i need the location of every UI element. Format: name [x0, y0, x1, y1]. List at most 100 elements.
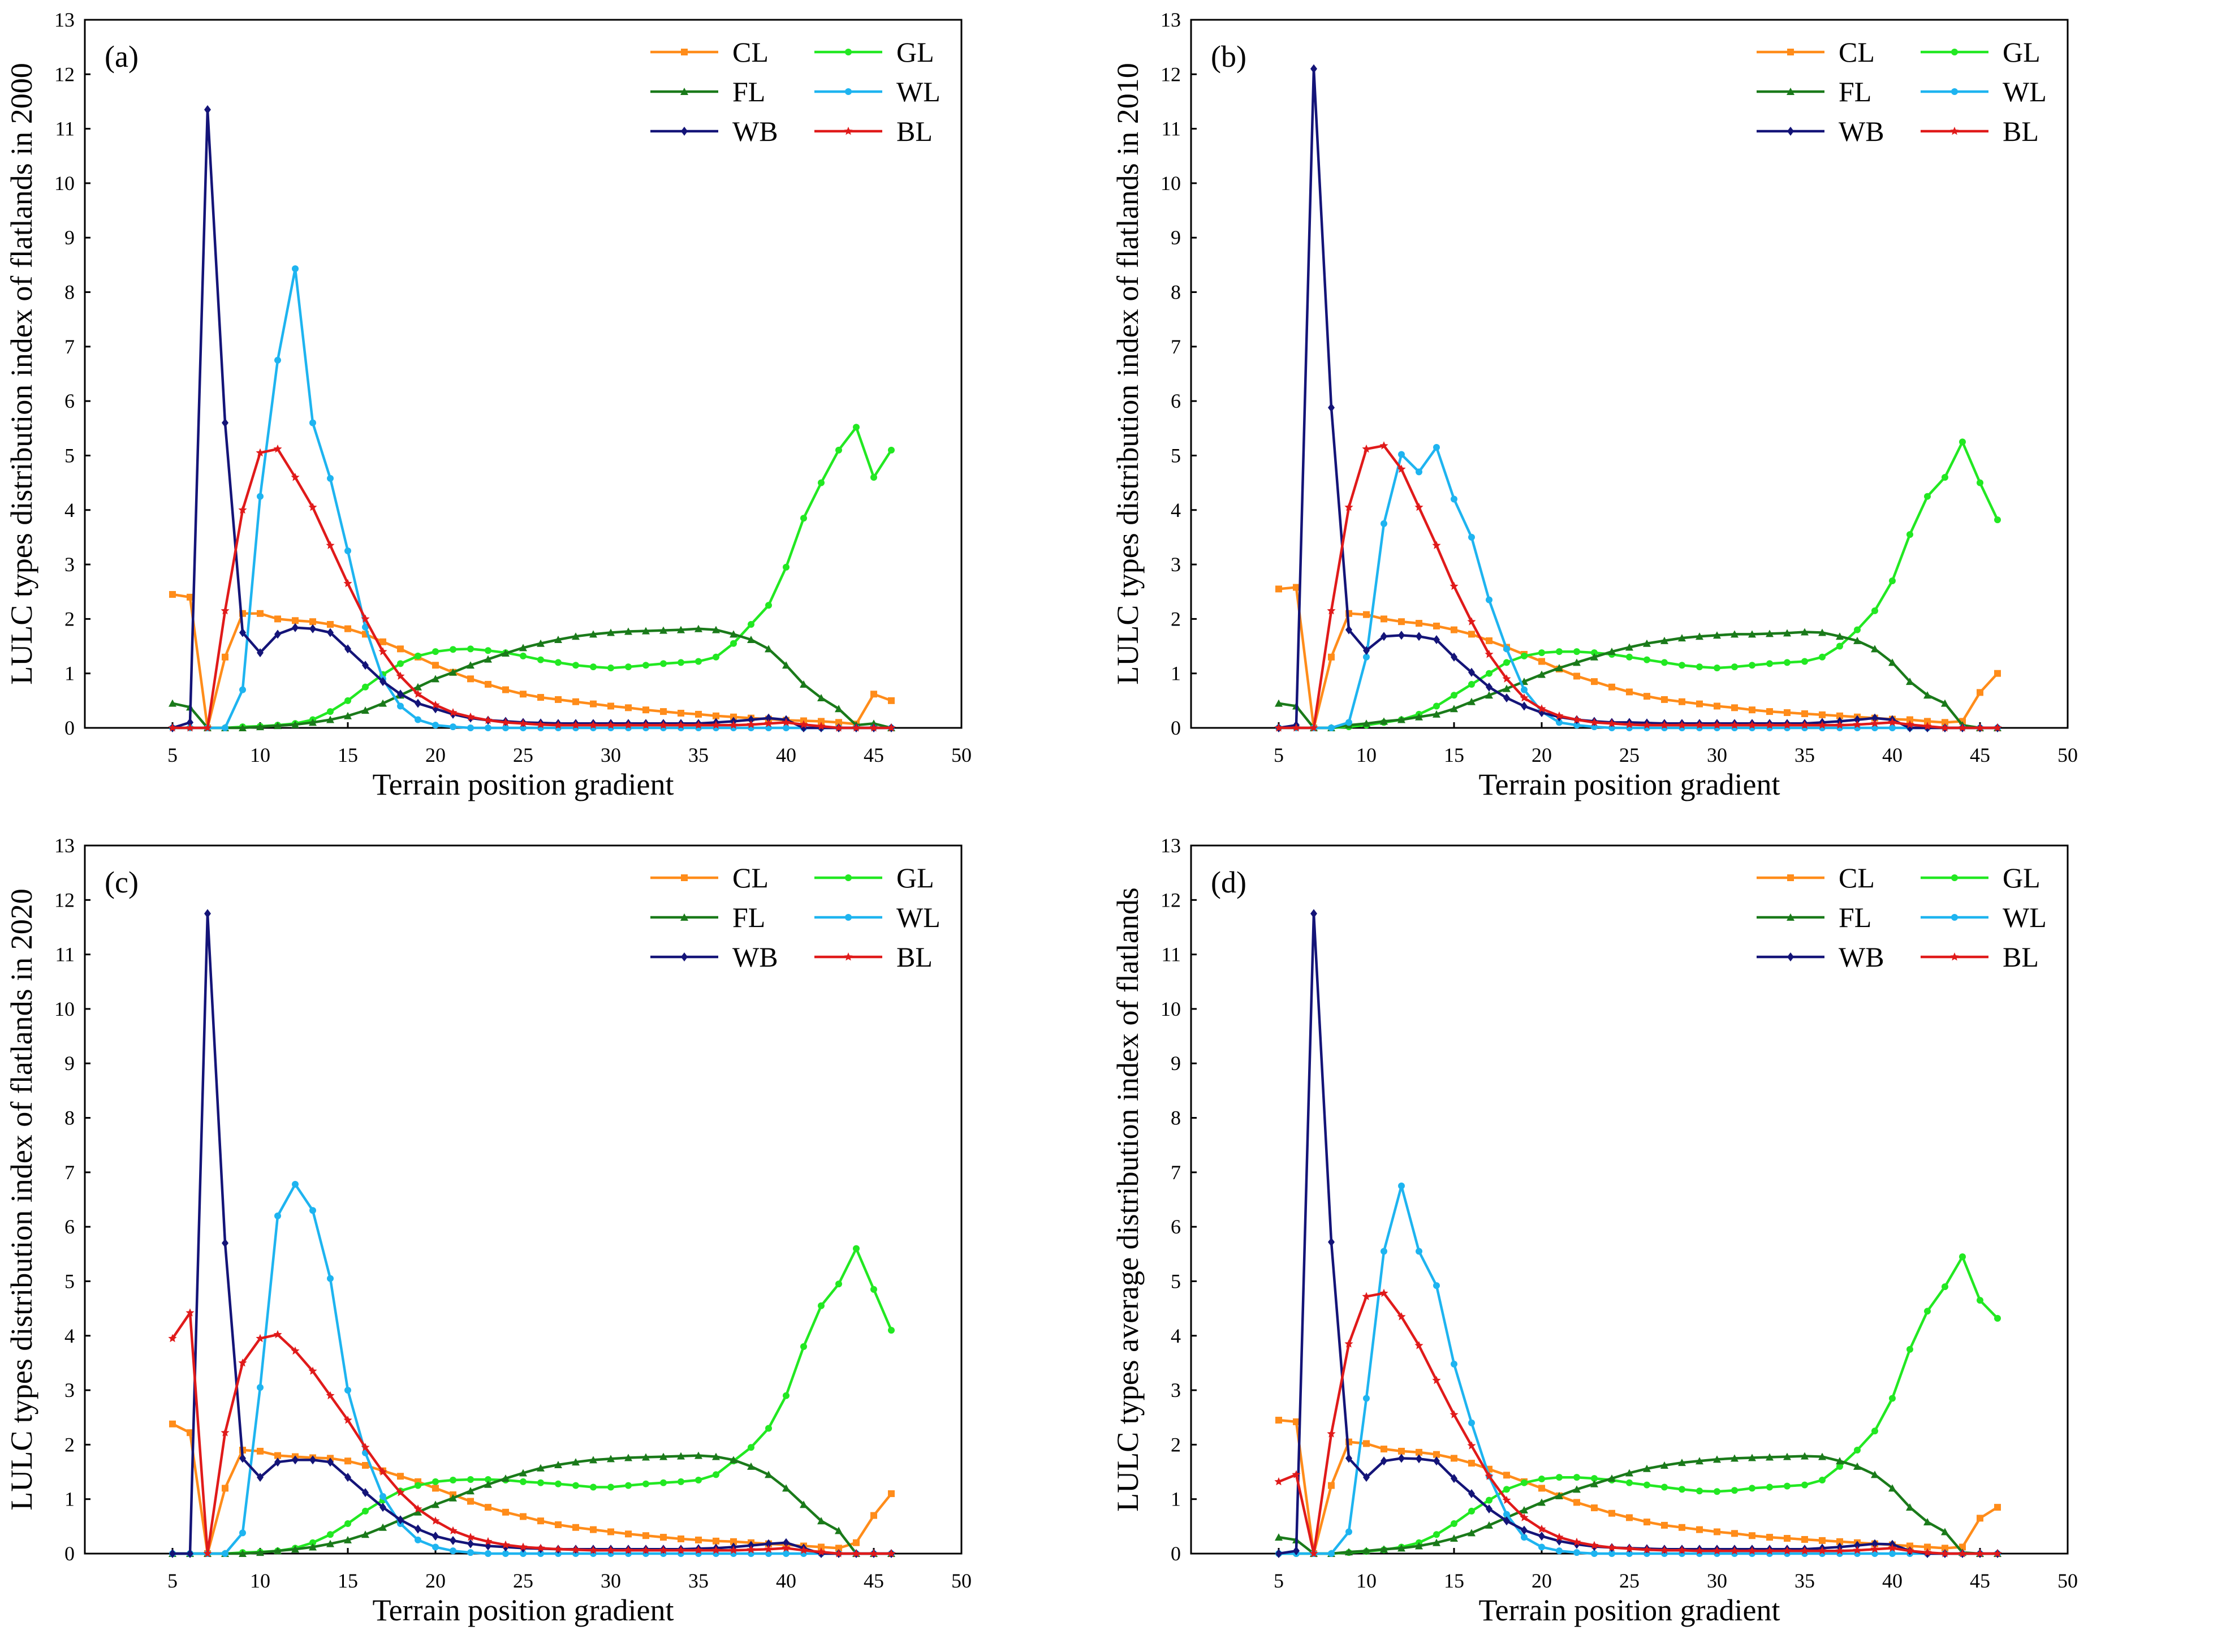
data-point-cl [590, 700, 597, 708]
data-point-bl [238, 505, 247, 514]
data-point-cl [274, 1452, 281, 1459]
data-point-bl [413, 1504, 422, 1513]
data-point-cl [1538, 658, 1545, 665]
data-point-wl [1398, 451, 1405, 458]
data-point-gl [888, 446, 895, 454]
x-tick-label: 30 [601, 1569, 621, 1592]
legend-marker [681, 952, 688, 961]
data-point-gl [800, 515, 807, 522]
data-point-bl [554, 721, 563, 729]
data-point-gl [1696, 663, 1703, 671]
data-point-fl [607, 628, 615, 636]
data-point-gl [870, 1286, 877, 1293]
data-point-gl [1749, 662, 1755, 669]
data-point-bl [1379, 1288, 1388, 1297]
data-point-bl [1695, 1546, 1704, 1555]
data-point-gl [678, 659, 684, 666]
data-point-bl [887, 1549, 896, 1558]
data-point-gl [1819, 653, 1826, 661]
y-tick-label: 8 [64, 281, 75, 304]
data-point-cl [1591, 1504, 1598, 1512]
data-point-fl [1573, 658, 1581, 666]
data-point-wb [204, 105, 211, 114]
y-tick-label: 1 [1171, 1488, 1181, 1511]
data-point-gl [1468, 680, 1475, 688]
data-point-fl [344, 1535, 352, 1543]
data-point-wb [1871, 1539, 1878, 1549]
data-point-wl [450, 723, 456, 731]
y-tick-label: 3 [64, 1379, 75, 1401]
x-tick-label: 15 [1444, 1569, 1464, 1592]
y-tick-label: 0 [64, 717, 75, 739]
data-point-cl [1381, 1446, 1387, 1453]
data-point-gl [590, 663, 597, 671]
data-point-gl [853, 1245, 860, 1252]
data-point-fl [1836, 1457, 1844, 1465]
data-point-cl [1994, 1504, 2001, 1511]
x-axis-title: Terrain position gradient [372, 767, 674, 801]
data-point-gl [1749, 1485, 1755, 1492]
data-point-bl [1292, 1470, 1301, 1478]
data-point-cl [870, 1512, 877, 1519]
data-point-bl [1888, 718, 1897, 726]
data-point-bl [1677, 721, 1686, 729]
legend-marker [844, 952, 853, 961]
plot-frame [84, 844, 963, 1555]
data-point-gl [1538, 1476, 1545, 1483]
legend-item-gl: GL [1921, 862, 2041, 894]
data-point-bl [589, 721, 598, 729]
data-point-fl [1362, 719, 1370, 727]
data-point-cl [1819, 1537, 1826, 1544]
data-point-fl [1573, 1485, 1581, 1493]
data-point-wl [1433, 444, 1440, 451]
data-point-cl [572, 1524, 579, 1531]
data-point-gl [1661, 1483, 1668, 1491]
x-tick-label: 40 [776, 1569, 796, 1592]
data-point-wb [362, 661, 369, 670]
data-point-bl [1975, 723, 1985, 732]
series-wb [169, 909, 895, 1558]
data-point-fl [361, 706, 369, 714]
x-tick-label: 5 [1274, 1569, 1284, 1592]
data-point-gl [520, 1478, 527, 1485]
data-point-wl [344, 547, 351, 554]
data-point-cl [1626, 688, 1633, 696]
data-point-wb [327, 1457, 334, 1467]
data-point-bl [1940, 723, 1949, 732]
data-point-gl [1626, 653, 1633, 661]
data-point-wb [344, 644, 351, 654]
data-point-gl [1977, 1297, 1983, 1304]
x-tick-label: 30 [1707, 744, 1727, 766]
series-line-fl [1278, 1455, 1998, 1555]
data-point-fl [642, 1453, 650, 1461]
data-point-bl [729, 1546, 738, 1554]
y-tick-label: 1 [64, 1488, 75, 1511]
x-axis-title: Terrain position gradient [1478, 1593, 1780, 1627]
data-point-gl [1959, 438, 1966, 446]
data-point-cl [660, 708, 667, 715]
legend-item-wl: WL [814, 902, 941, 933]
data-point-fl [1853, 1462, 1861, 1470]
data-point-bl [1765, 721, 1774, 729]
x-tick-label: 25 [513, 744, 533, 766]
legend-label: BL [896, 115, 933, 147]
data-point-bl [606, 721, 615, 729]
data-point-gl [1977, 479, 1983, 486]
data-point-bl [1414, 1341, 1423, 1349]
data-point-cl [222, 653, 228, 661]
data-point-bl [1362, 1292, 1371, 1300]
series-bl [1274, 1288, 2002, 1558]
data-point-cl [1749, 706, 1755, 714]
data-point-wl [379, 1493, 386, 1500]
data-point-gl [1784, 659, 1791, 666]
data-point-fl [274, 722, 282, 730]
data-point-fl [1871, 1470, 1879, 1478]
data-point-fl [765, 1470, 773, 1478]
data-point-wl [1381, 520, 1387, 527]
data-point-wb [1363, 646, 1370, 655]
data-point-cl [1573, 672, 1580, 680]
data-point-fl [502, 649, 510, 657]
data-point-gl [1486, 670, 1492, 677]
data-point-cl [555, 1521, 562, 1528]
data-point-wb [1293, 1546, 1300, 1556]
